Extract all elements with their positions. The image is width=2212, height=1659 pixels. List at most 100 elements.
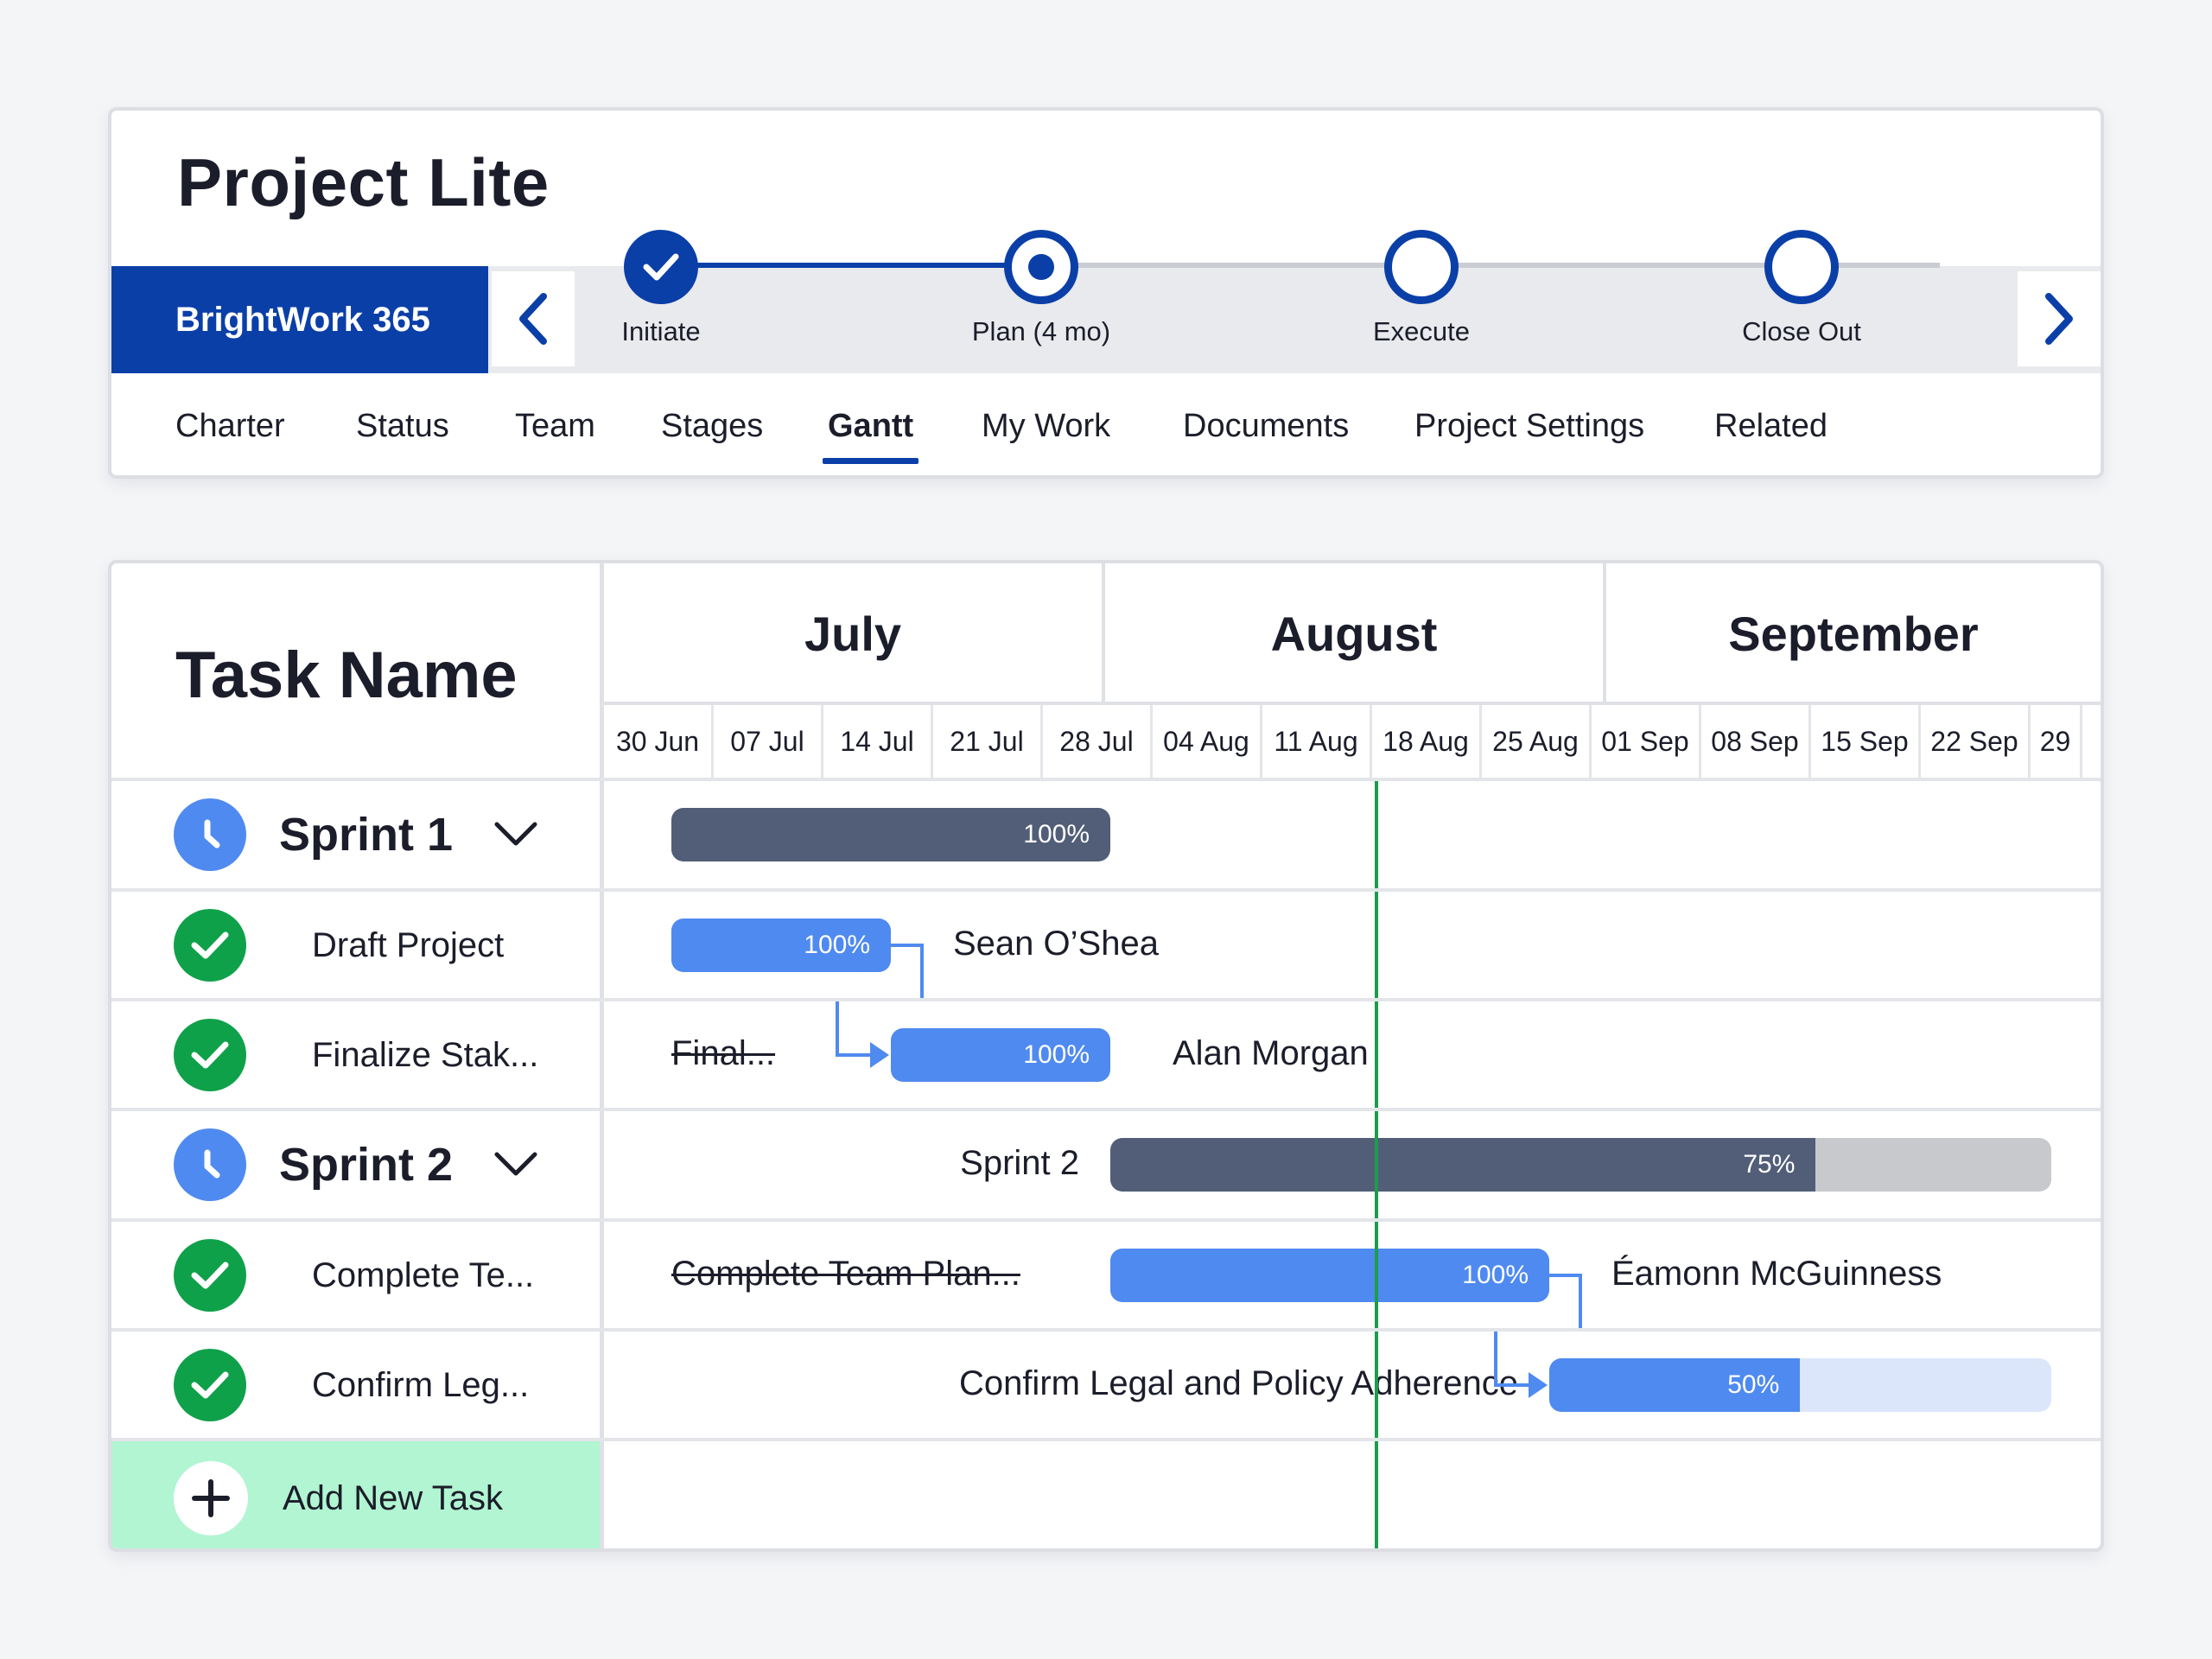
week-label: 21 Jul bbox=[933, 705, 1043, 778]
task-list: Task Name Sprint 1 Draft Project Finaliz… bbox=[111, 563, 604, 1548]
bar-progress-fill bbox=[891, 1028, 1110, 1082]
stage-label: Close Out bbox=[1742, 316, 1861, 346]
sprint-bar[interactable]: 100% bbox=[671, 808, 1110, 861]
stage-label: Plan (4 mo) bbox=[971, 316, 1111, 346]
month-header: September bbox=[1728, 606, 1979, 661]
week-label: 30 Jun bbox=[604, 705, 714, 778]
today-marker bbox=[1375, 781, 1379, 1548]
task-name: Confirm Leg... bbox=[312, 1365, 530, 1404]
project-tabs: Charter Status Team Stages Gantt My Work… bbox=[111, 373, 2101, 475]
task-name-header: Task Name bbox=[175, 639, 518, 712]
next-stage-button[interactable] bbox=[2018, 271, 2101, 366]
sprint-name: Sprint 1 bbox=[279, 809, 454, 861]
project-header-card: Project Lite BrightWork 365 Initiate Pla… bbox=[108, 107, 2104, 479]
week-label: 15 Sep bbox=[1811, 705, 1921, 778]
sprint-row[interactable]: Sprint 2 bbox=[111, 1111, 600, 1218]
week-label: 25 Aug bbox=[1482, 705, 1592, 778]
add-task-row[interactable]: Add New Task bbox=[111, 1441, 600, 1548]
check-icon bbox=[174, 1349, 246, 1421]
week-label: 08 Sep bbox=[1701, 705, 1811, 778]
bar-percent-label: 100% bbox=[1023, 820, 1090, 849]
task-bar[interactable]: 100% bbox=[891, 1028, 1110, 1082]
task-row[interactable]: Draft Project bbox=[111, 892, 600, 999]
bar-percent-label: 75% bbox=[1743, 1150, 1796, 1179]
task-bar[interactable]: 50% bbox=[1549, 1358, 2051, 1412]
task-name: Complete Te... bbox=[312, 1255, 535, 1294]
chevron-left-icon bbox=[519, 293, 547, 345]
stage-track bbox=[661, 263, 1940, 268]
tab-stages[interactable]: Stages bbox=[661, 408, 764, 444]
stage-upcoming-icon bbox=[1384, 230, 1459, 304]
month-header: July bbox=[604, 563, 1105, 703]
stage-upcoming-icon bbox=[1764, 230, 1839, 304]
dependency-arrow-icon bbox=[1529, 1372, 1548, 1398]
week-label: 11 Aug bbox=[1262, 705, 1372, 778]
tab-documents[interactable]: Documents bbox=[1183, 408, 1350, 444]
task-bar[interactable]: 100% bbox=[1110, 1249, 1549, 1302]
gantt-timeline: July August September 30 Jun 07 Jul 14 Jul… bbox=[604, 563, 2101, 1548]
task-name: Finalize Stak... bbox=[312, 1035, 539, 1074]
week-label: 14 Jul bbox=[823, 705, 933, 778]
check-icon bbox=[174, 1239, 246, 1312]
stage-plan[interactable]: Plan (4 mo) bbox=[912, 230, 1171, 347]
sprint-name: Sprint 2 bbox=[279, 1139, 454, 1191]
row-divider bbox=[111, 1218, 2101, 1222]
check-icon bbox=[174, 1019, 246, 1091]
add-task-label: Add New Task bbox=[283, 1478, 503, 1517]
sprint-row[interactable]: Sprint 1 bbox=[111, 781, 600, 888]
plus-icon[interactable] bbox=[174, 1461, 248, 1535]
bar-progress-fill bbox=[1549, 1358, 1801, 1412]
chevron-down-icon[interactable] bbox=[492, 1149, 540, 1179]
chevron-down-icon[interactable] bbox=[492, 819, 540, 849]
bar-percent-label: 100% bbox=[1462, 1261, 1529, 1289]
week-header-row: 30 Jun 07 Jul 14 Jul 21 Jul 28 Jul 04 Aug 11 A… bbox=[604, 702, 2101, 781]
row-divider bbox=[111, 1108, 2101, 1111]
bar-caption: Complete Team Plan... bbox=[671, 1255, 1020, 1293]
tab-gantt[interactable]: Gantt bbox=[822, 408, 919, 464]
tab-related[interactable]: Related bbox=[1714, 408, 1827, 444]
stage-initiate[interactable]: Initiate bbox=[531, 230, 791, 347]
week-label: 29 bbox=[2031, 705, 2082, 778]
tab-my-work[interactable]: My Work bbox=[982, 408, 1111, 444]
tab-project-settings[interactable]: Project Settings bbox=[1414, 408, 1645, 444]
row-divider bbox=[111, 888, 2101, 892]
bar-caption: Final... bbox=[671, 1034, 776, 1072]
chevron-right-icon bbox=[2045, 293, 2073, 345]
row-divider bbox=[111, 1438, 2101, 1441]
previous-stage-button[interactable] bbox=[492, 271, 575, 366]
row-divider bbox=[111, 1328, 2101, 1332]
week-label: 28 Jul bbox=[1043, 705, 1153, 778]
week-label: 07 Jul bbox=[714, 705, 823, 778]
task-name: Draft Project bbox=[312, 925, 505, 964]
bar-caption: Sprint 2 bbox=[960, 1144, 1079, 1182]
bar-caption: Confirm Legal and Policy Adherence bbox=[958, 1364, 1518, 1402]
stage-label: Initiate bbox=[621, 316, 701, 346]
bar-progress-fill bbox=[671, 808, 1110, 861]
stage-complete-icon bbox=[624, 230, 698, 304]
stage-close-out[interactable]: Close Out bbox=[1672, 230, 1931, 347]
check-icon bbox=[174, 909, 246, 982]
bar-percent-label: 100% bbox=[1023, 1040, 1090, 1069]
gantt-card: Task Name Sprint 1 Draft Project Finaliz… bbox=[108, 560, 2104, 1552]
week-label: 18 Aug bbox=[1372, 705, 1482, 778]
assignee-name: Éamonn McGuinness bbox=[1611, 1255, 1942, 1293]
stage-bar: BrightWork 365 Initiate Plan (4 mo) Exec… bbox=[111, 230, 2101, 373]
task-bar[interactable]: 100% bbox=[671, 918, 891, 972]
task-row[interactable]: Finalize Stak... bbox=[111, 1001, 600, 1109]
assignee-name: Sean O’Shea bbox=[953, 925, 1159, 963]
stage-track-progress bbox=[661, 263, 1041, 268]
week-label: 01 Sep bbox=[1592, 705, 1701, 778]
task-row[interactable]: Confirm Leg... bbox=[111, 1332, 600, 1439]
dependency-arrow-icon bbox=[870, 1042, 889, 1068]
bar-percent-label: 100% bbox=[804, 931, 870, 959]
tab-charter[interactable]: Charter bbox=[175, 408, 285, 444]
week-label: 04 Aug bbox=[1153, 705, 1262, 778]
tab-status[interactable]: Status bbox=[356, 408, 449, 444]
task-row[interactable]: Complete Te... bbox=[111, 1222, 600, 1329]
stage-execute[interactable]: Execute bbox=[1292, 230, 1551, 347]
clock-icon bbox=[174, 1128, 246, 1201]
bar-progress-fill bbox=[1110, 1138, 1816, 1192]
sprint-bar[interactable]: 75% bbox=[1110, 1138, 2051, 1192]
tab-team[interactable]: Team bbox=[515, 408, 595, 444]
page-title: Project Lite bbox=[177, 144, 550, 220]
